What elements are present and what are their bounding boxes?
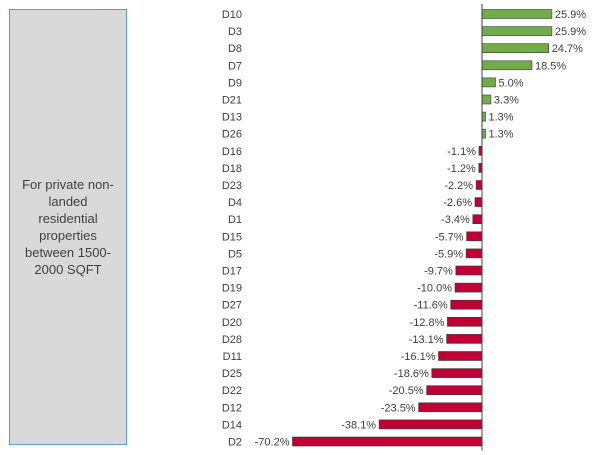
bar-d17 <box>455 265 483 276</box>
value-label-d20: -12.8% <box>410 317 445 329</box>
bar-d15 <box>466 231 483 242</box>
category-label-d18: D18 <box>222 163 242 175</box>
value-label-d28: -13.1% <box>409 334 444 346</box>
description-text: For private non-landed residential prope… <box>22 177 114 277</box>
bar-d14 <box>378 419 483 430</box>
value-label-d27: -11.6% <box>414 300 448 312</box>
value-label-d12: -23.5% <box>381 402 416 414</box>
bar-d12 <box>418 402 483 413</box>
category-label-d17: D17 <box>222 266 242 278</box>
category-label-d8: D8 <box>228 43 242 55</box>
bar-d23 <box>475 180 483 190</box>
bar-d2 <box>292 436 483 447</box>
category-label-d13: D13 <box>222 112 242 124</box>
category-labels-group: D10 D3 D8 D7 D9 D21 D13 D26 D16 D18 D23 D4 D1 D15 D5 D1… <box>222 9 242 449</box>
category-label-d5: D5 <box>228 248 242 260</box>
value-label-d14: -38.1% <box>341 419 376 431</box>
bars-group <box>292 9 553 447</box>
bar-d8 <box>481 43 549 54</box>
category-label-d21: D21 <box>222 95 242 107</box>
category-label-d15: D15 <box>222 231 242 243</box>
value-label-d3: 25.9% <box>555 26 586 38</box>
bar-d21 <box>481 94 492 105</box>
value-label-d16: -1.1% <box>447 146 476 158</box>
value-label-d2: -70.2% <box>255 437 290 449</box>
value-label-d9: 5.0% <box>499 77 524 89</box>
value-label-d11: -16.1% <box>401 351 436 363</box>
category-label-d25: D25 <box>222 368 242 380</box>
value-label-d17: -9.7% <box>424 266 453 278</box>
category-label-d28: D28 <box>222 334 242 346</box>
bar-d11 <box>438 351 483 361</box>
bar-d27 <box>450 299 483 310</box>
bar-d13 <box>481 111 486 122</box>
value-label-d1: -3.4% <box>441 214 470 226</box>
bar-d4 <box>474 197 483 207</box>
category-label-d10: D10 <box>222 9 242 21</box>
category-label-d20: D20 <box>222 317 242 329</box>
category-label-d11: D11 <box>223 351 242 363</box>
category-label-d14: D14 <box>222 419 242 431</box>
value-label-d15: -5.7% <box>435 231 464 243</box>
bar-d3 <box>481 26 553 36</box>
category-label-d3: D3 <box>228 26 242 38</box>
value-label-d7: 18.5% <box>535 60 566 72</box>
bar-d7 <box>481 60 533 71</box>
bar-d20 <box>447 316 483 327</box>
value-label-d13: 1.3% <box>489 112 514 124</box>
value-label-d18: -1.2% <box>447 163 476 175</box>
description-panel: For private non-landed residential prope… <box>9 9 127 445</box>
value-label-d21: 3.3% <box>494 95 519 107</box>
value-label-d10: 25.9% <box>555 9 586 21</box>
bar-d1 <box>472 214 483 224</box>
category-label-d4: D4 <box>228 197 242 209</box>
bar-d10 <box>481 9 553 19</box>
bar-d9 <box>481 77 496 88</box>
category-label-d1: D1 <box>228 214 242 226</box>
category-label-d23: D23 <box>222 180 242 192</box>
category-label-d16: D16 <box>222 146 242 158</box>
category-label-d26: D26 <box>222 129 242 141</box>
category-label-d7: D7 <box>228 60 242 72</box>
category-label-d27: D27 <box>222 300 242 312</box>
bar-d5 <box>465 248 483 259</box>
value-label-d26: 1.3% <box>489 129 514 141</box>
category-label-d12: D12 <box>222 402 242 414</box>
category-label-d22: D22 <box>222 385 242 397</box>
category-label-d19: D19 <box>222 283 242 295</box>
bar-d19 <box>454 282 483 293</box>
bar-d28 <box>446 334 483 344</box>
bar-d25 <box>431 368 483 378</box>
value-label-d25: -18.6% <box>394 368 429 380</box>
value-label-d4: -2.6% <box>443 197 472 209</box>
category-label-d9: D9 <box>228 77 242 89</box>
value-label-d23: -2.2% <box>444 180 473 192</box>
value-label-d22: -20.5% <box>389 385 424 397</box>
value-label-d19: -10.0% <box>417 283 452 295</box>
bar-d26 <box>481 128 486 139</box>
value-label-d8: 24.7% <box>552 43 583 55</box>
value-label-d5: -5.9% <box>434 248 463 260</box>
category-label-d2: D2 <box>228 437 242 449</box>
value-labels-group: 25.9% 25.9% 24.7% 18.5% 5.0% 3.3% 1.3% 1.3% -1.1… <box>255 9 587 449</box>
bar-d22 <box>426 385 483 396</box>
